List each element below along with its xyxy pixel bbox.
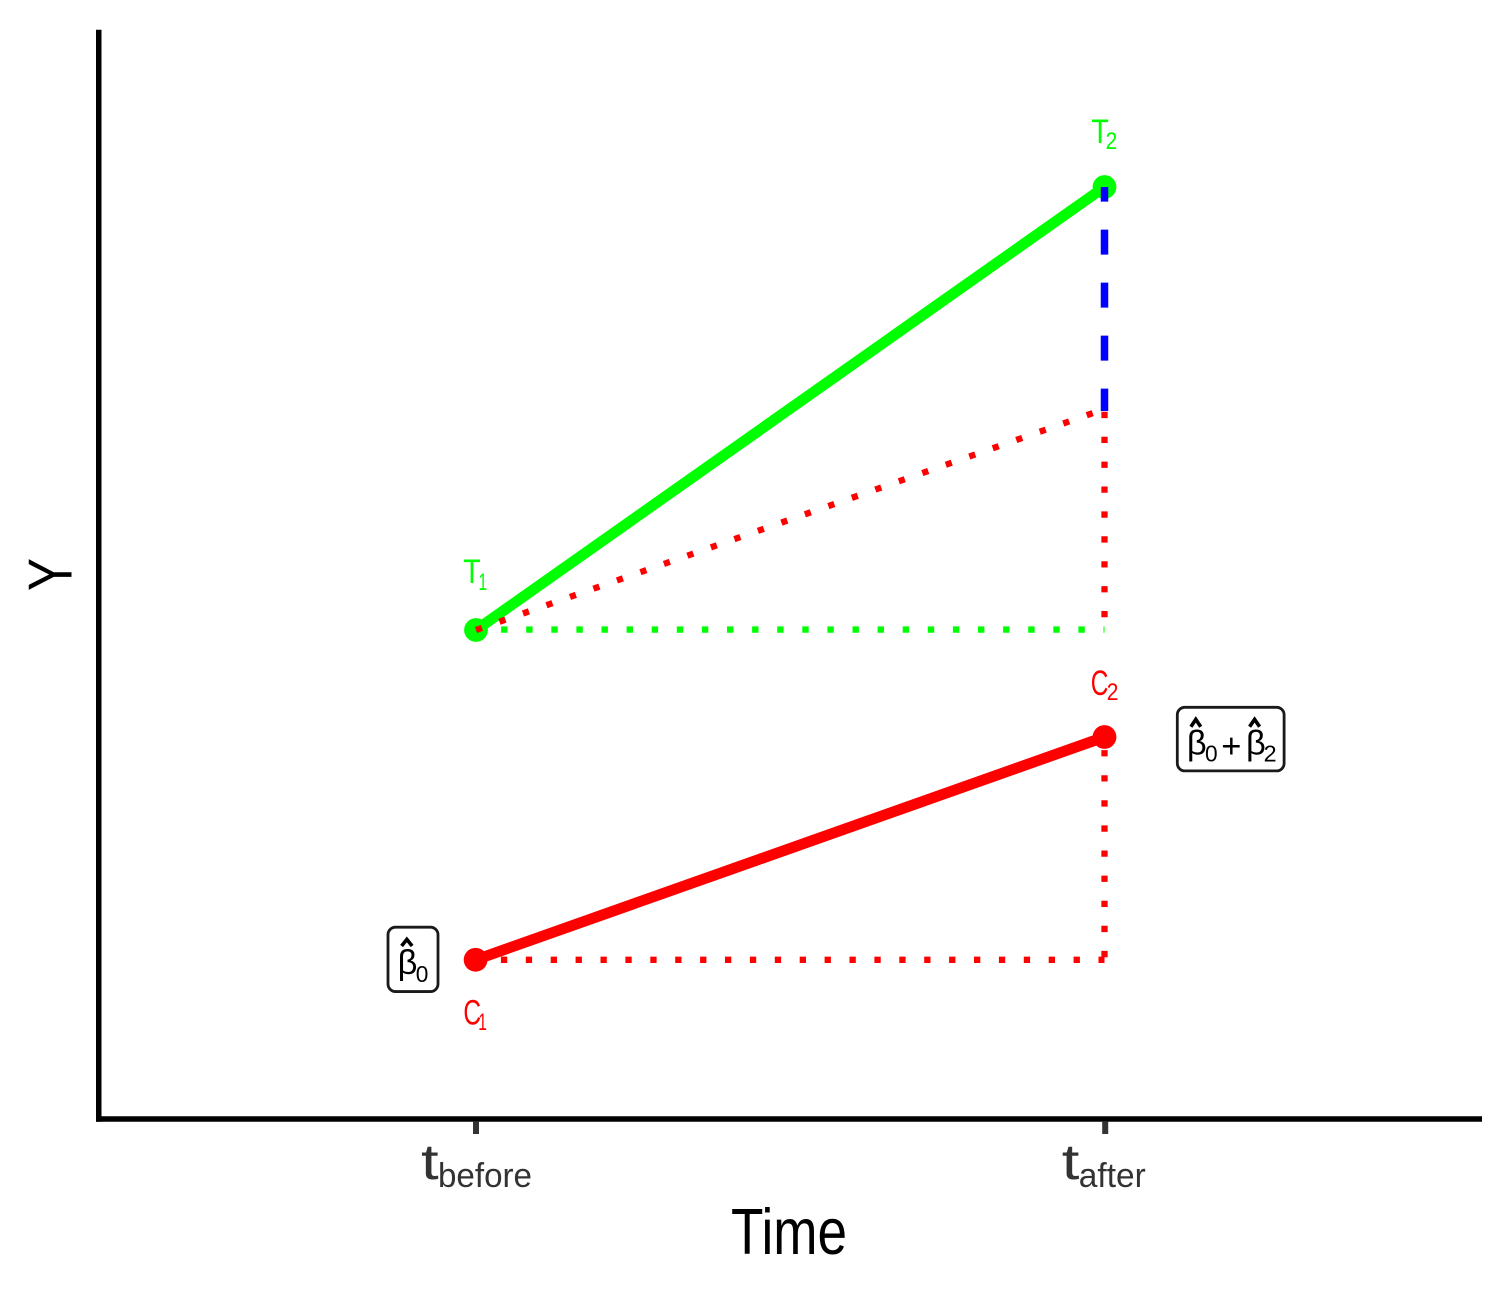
svg-text:t: t	[421, 1134, 439, 1190]
svg-text:0: 0	[416, 961, 429, 987]
svg-text:C: C	[463, 994, 481, 1032]
svg-text:T: T	[463, 553, 480, 591]
svg-text:after: after	[1079, 1157, 1146, 1195]
svg-text:β: β	[398, 944, 418, 982]
svg-text:Y: Y	[17, 558, 86, 591]
svg-text:0: 0	[1205, 740, 1218, 766]
svg-text:β: β	[1187, 725, 1207, 763]
svg-text:β: β	[1246, 725, 1266, 763]
svg-text:C: C	[1091, 665, 1109, 703]
svg-text:2: 2	[1264, 741, 1277, 767]
svg-text:1: 1	[479, 570, 488, 596]
svg-text:1: 1	[478, 1010, 487, 1036]
svg-text:before: before	[438, 1157, 532, 1195]
svg-text:+: +	[1221, 727, 1241, 765]
svg-text:2: 2	[1107, 678, 1119, 705]
svg-text:2: 2	[1106, 128, 1118, 155]
svg-text:t: t	[1062, 1134, 1080, 1190]
svg-text:Time: Time	[731, 1195, 847, 1268]
svg-text:T: T	[1091, 113, 1108, 151]
